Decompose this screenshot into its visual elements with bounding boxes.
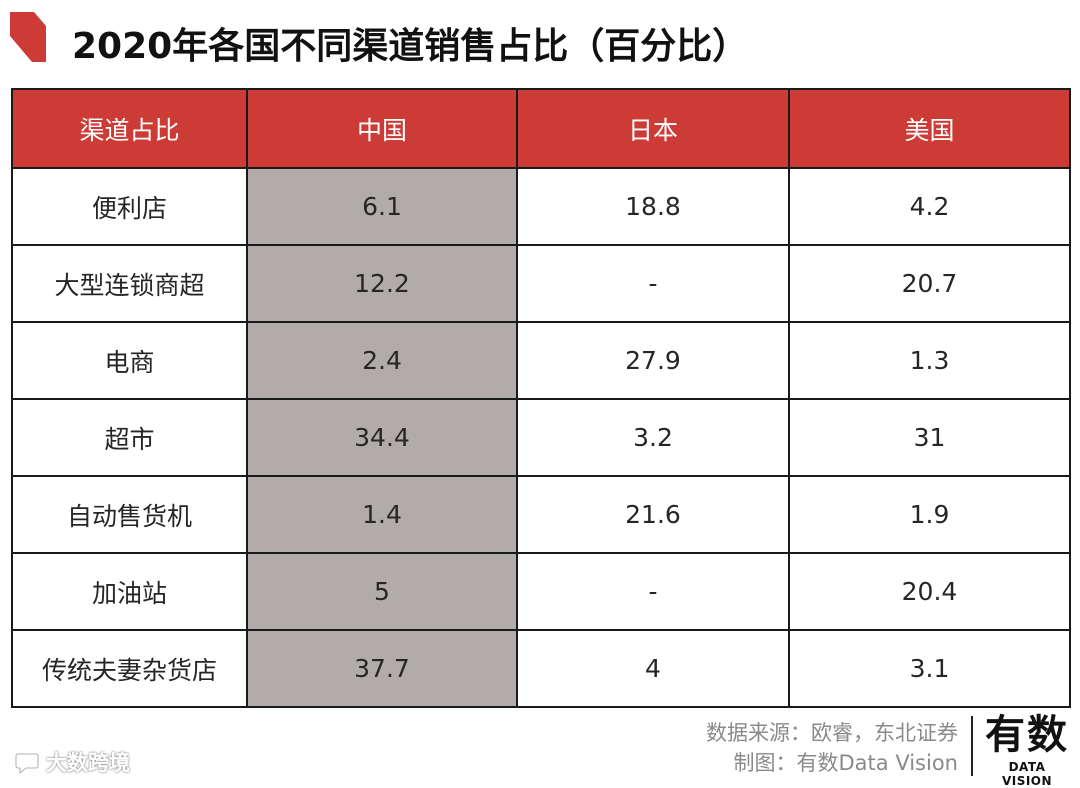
- value-cell: 4: [516, 629, 790, 708]
- brand-logo: 有数: [985, 712, 1069, 758]
- value-cell: 3.2: [516, 398, 790, 477]
- row-label-cell: 自动售货机: [11, 475, 248, 554]
- table-row: 自动售货机 1.4 21.6 1.9: [11, 475, 1071, 554]
- row-label-cell: 大型连锁商超: [11, 244, 248, 323]
- value-cell: 20.7: [788, 244, 1071, 323]
- value-cell: 1.4: [246, 475, 518, 554]
- value-cell: -: [516, 552, 790, 631]
- value-cell: -: [516, 244, 790, 323]
- column-header: 日本: [516, 88, 790, 169]
- value-cell: 5: [246, 552, 518, 631]
- chat-bubble-icon: [15, 753, 39, 775]
- data-table: 渠道占比 中国 日本 美国 便利店 6.1 18.8 4.2 大型连锁商超 12.2-20…: [11, 88, 1071, 708]
- value-cell: 31: [788, 398, 1071, 477]
- footer-divider: [971, 716, 973, 776]
- table-row: 便利店 6.1 18.8 4.2: [11, 167, 1071, 246]
- value-cell: 1.9: [788, 475, 1071, 554]
- row-label-cell: 传统夫妻杂货店: [11, 629, 248, 708]
- column-header: 中国: [246, 88, 518, 169]
- row-label-cell: 加油站: [11, 552, 248, 631]
- page-title: 2020年各国不同渠道销售占比（百分比）: [72, 26, 749, 67]
- watermark-text: 大数跨境: [46, 751, 130, 775]
- value-cell: 4.2: [788, 167, 1071, 246]
- table-row: 超市 34.4 3.2 31: [11, 398, 1071, 477]
- value-cell: 21.6: [516, 475, 790, 554]
- column-header: 美国: [788, 88, 1071, 169]
- value-cell: 20.4: [788, 552, 1071, 631]
- source-note: 数据来源：欧睿，东北证券 制图：有数Data Vision: [706, 718, 958, 778]
- value-cell: 3.1: [788, 629, 1071, 708]
- maker-text: 制图：有数Data Vision: [733, 751, 959, 775]
- value-cell: 34.4: [246, 398, 518, 477]
- source-text: 数据来源：欧睿，东北证券: [706, 721, 958, 745]
- value-cell: 2.4: [246, 321, 518, 400]
- table-row: 加油站 5-20.4: [11, 552, 1071, 631]
- row-label-cell: 超市: [11, 398, 248, 477]
- value-cell: 27.9: [516, 321, 790, 400]
- table-row: 传统夫妻杂货店 37.7 4 3.1: [11, 629, 1071, 708]
- value-cell: 12.2: [246, 244, 518, 323]
- watermark: 大数跨境: [14, 748, 130, 778]
- brand-logo-subtitle: DATA VISION: [1001, 760, 1053, 788]
- value-cell: 1.3: [788, 321, 1071, 400]
- value-cell: 18.8: [516, 167, 790, 246]
- table-body: 便利店 6.1 18.8 4.2 大型连锁商超 12.2-20.7 电商 2.4 27.9 1.3…: [11, 167, 1071, 708]
- value-cell: 37.7: [246, 629, 518, 708]
- title-accent-mark: [10, 12, 46, 62]
- table-header-row: 渠道占比 中国 日本 美国: [11, 88, 1071, 169]
- table-row: 大型连锁商超 12.2-20.7: [11, 244, 1071, 323]
- row-label-cell: 电商: [11, 321, 248, 400]
- table-row: 电商 2.4 27.9 1.3: [11, 321, 1071, 400]
- value-cell: 6.1: [246, 167, 518, 246]
- column-header: 渠道占比: [11, 88, 248, 169]
- row-label-cell: 便利店: [11, 167, 248, 246]
